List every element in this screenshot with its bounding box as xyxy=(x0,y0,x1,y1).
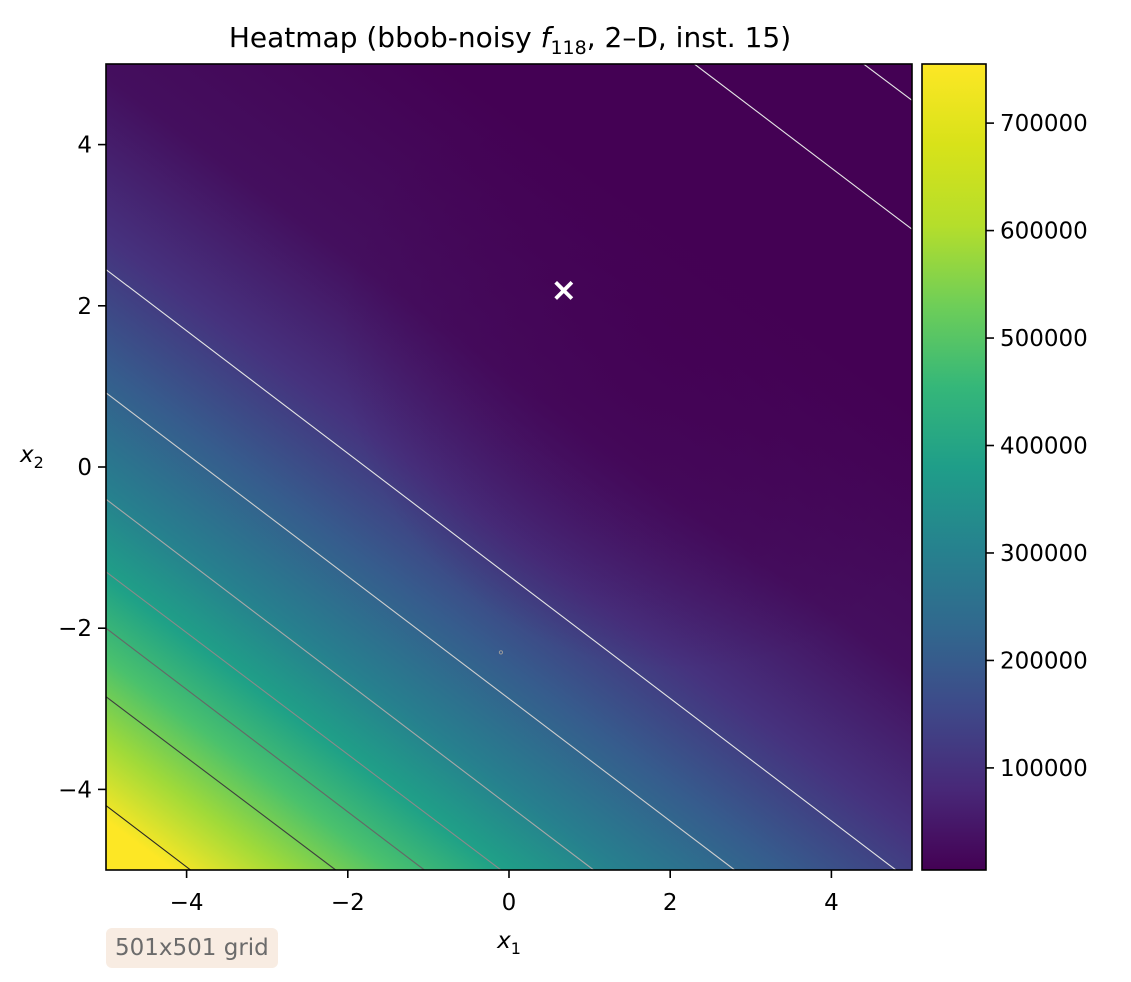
colorbar-tick-label: 600000 xyxy=(1000,219,1088,245)
optimum-marker: × xyxy=(550,271,577,309)
colorbar-tick-label: 500000 xyxy=(1000,326,1088,352)
y-axis-ticks: −4 −2 0 2 4 xyxy=(58,133,106,803)
contour-line-3 xyxy=(106,498,594,870)
minor-point xyxy=(498,650,504,655)
x-axis-ticks: −4 −2 0 2 4 xyxy=(170,870,839,916)
colorbar-tick-label: 300000 xyxy=(1000,541,1088,567)
y-tick-label: −2 xyxy=(58,616,92,642)
grid-size-badge: 501x501 grid xyxy=(106,928,278,968)
y-tick-label: 4 xyxy=(77,133,92,159)
colorbar-tick-label: 400000 xyxy=(1000,434,1088,460)
x-tick-label: −2 xyxy=(331,890,365,916)
y-tick-label: 2 xyxy=(77,294,92,320)
contour-line-4 xyxy=(106,571,502,870)
x-tick-label: 4 xyxy=(824,890,839,916)
x-tick-label: 2 xyxy=(663,890,678,916)
colorbar-tick-label: 200000 xyxy=(1000,648,1088,674)
x-tick-label: 0 xyxy=(502,890,517,916)
heatmap-dark-region xyxy=(106,64,912,870)
y-tick-label: 0 xyxy=(77,455,92,481)
y-axis-label: x2 xyxy=(19,442,44,472)
markers: × xyxy=(498,271,577,655)
colorbar xyxy=(921,63,987,871)
colorbar-ticks: 100000 200000 300000 400000 500000 600000 7000… xyxy=(986,111,1088,782)
contour-line-9 xyxy=(863,64,912,101)
x-tick-label: −4 xyxy=(170,890,204,916)
contour-lines xyxy=(106,64,912,870)
x-axis-label: x1 xyxy=(496,928,521,958)
chart-title: Heatmap (bbob-noisy f118, 2–D, inst. 15) xyxy=(229,21,791,59)
contour-line-7 xyxy=(106,805,191,870)
contour-line-2 xyxy=(106,392,736,870)
contour-line-5 xyxy=(106,627,425,870)
y-tick-label: −4 xyxy=(58,777,92,803)
colorbar-tick-label: 100000 xyxy=(1000,756,1088,782)
contour-line-8 xyxy=(694,64,912,230)
colorbar-tick-label: 700000 xyxy=(1000,111,1088,137)
contour-line-6 xyxy=(106,696,337,870)
contour-line-1 xyxy=(106,269,897,870)
